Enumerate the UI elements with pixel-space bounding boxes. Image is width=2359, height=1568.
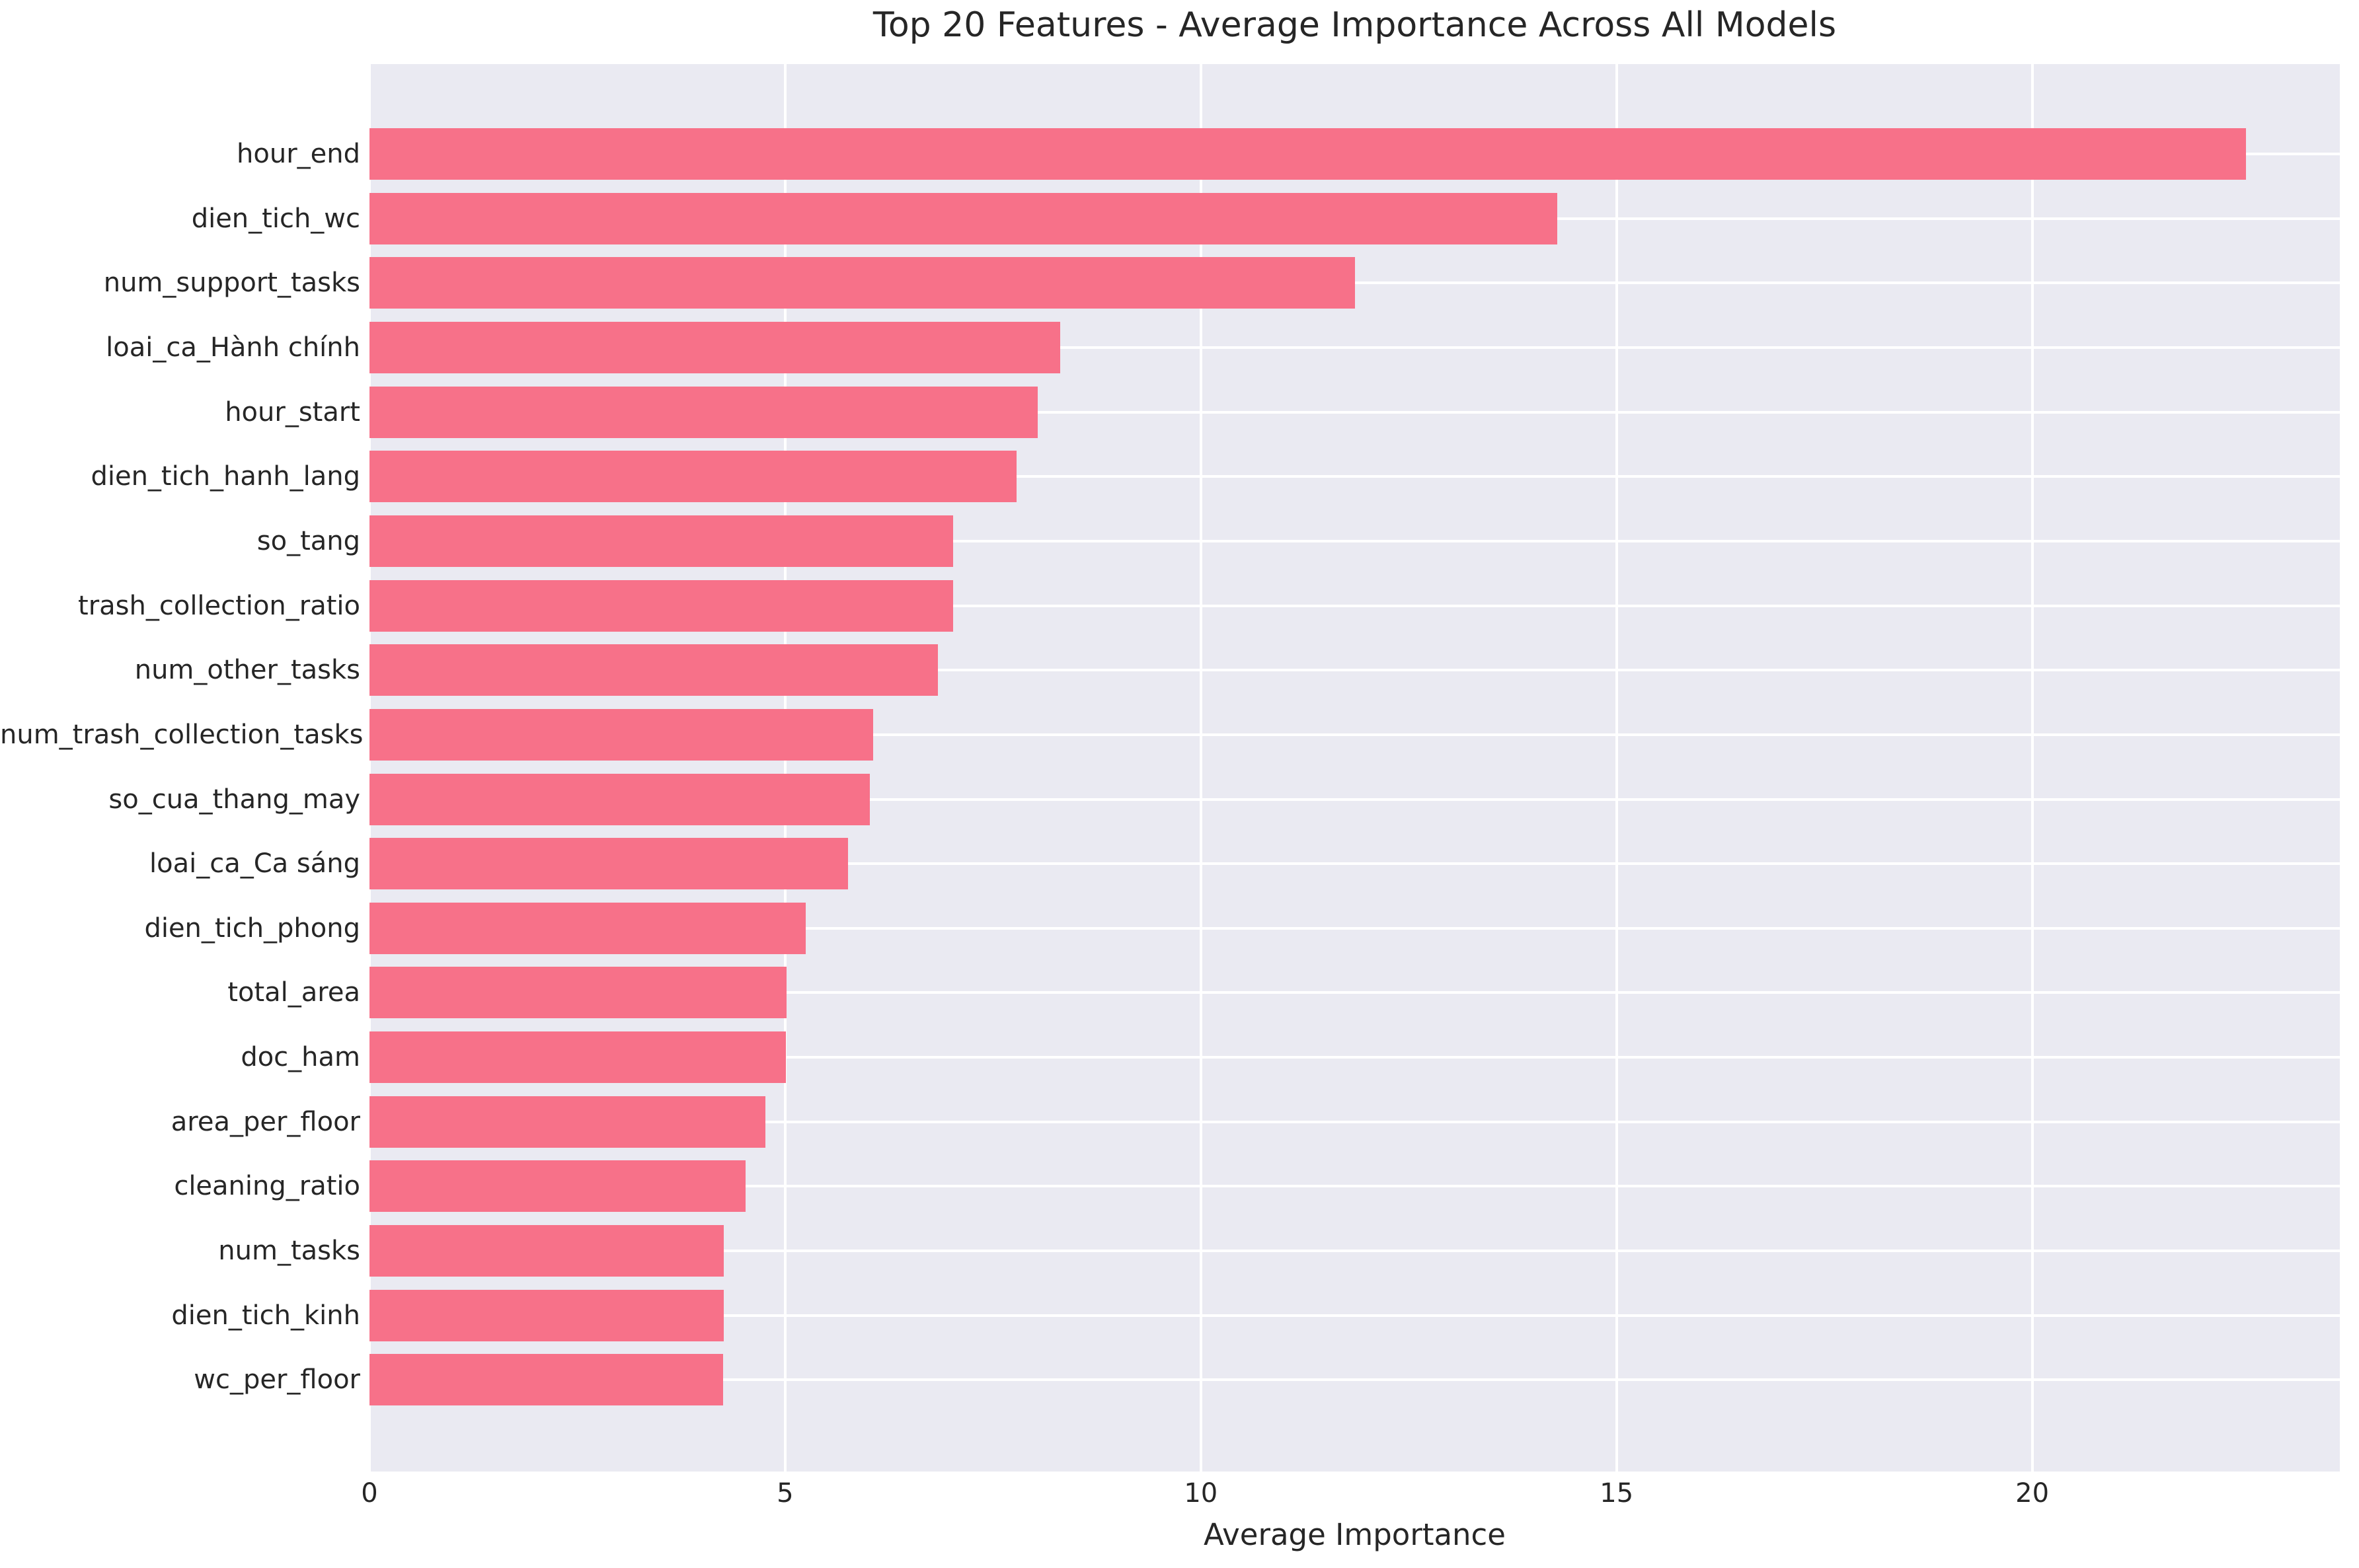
bar-loai_ca_Hành chính bbox=[369, 321, 1061, 373]
y-tick-label: num_tasks bbox=[218, 1236, 360, 1267]
bar-so_tang bbox=[369, 515, 953, 567]
gridline-horizontal bbox=[369, 862, 2340, 866]
bar-dien_tich_phong bbox=[369, 902, 806, 954]
y-tick-label: so_cua_thang_may bbox=[108, 784, 360, 815]
gridline-horizontal bbox=[369, 1185, 2340, 1188]
y-tick-label: area_per_floor bbox=[171, 1106, 360, 1137]
bar-area_per_floor bbox=[369, 1096, 765, 1148]
y-tick-label: wc_per_floor bbox=[194, 1364, 360, 1396]
gridline-horizontal bbox=[369, 604, 2340, 607]
plot-area bbox=[369, 64, 2340, 1472]
gridline-vertical bbox=[2030, 64, 2034, 1472]
x-tick-label: 20 bbox=[2015, 1478, 2050, 1509]
gridline-vertical bbox=[783, 64, 787, 1472]
y-tick-label: cleaning_ratio bbox=[174, 1171, 360, 1202]
gridline-horizontal bbox=[369, 1250, 2340, 1253]
x-tick-label: 15 bbox=[1600, 1478, 1634, 1509]
y-tick-label: hour_end bbox=[237, 139, 360, 169]
bar-trash_collection_ratio bbox=[369, 579, 953, 632]
bar-total_area bbox=[369, 967, 787, 1019]
y-tick-label: hour_start bbox=[225, 396, 360, 428]
gridline-vertical bbox=[1615, 64, 1618, 1472]
gridline-horizontal bbox=[369, 539, 2340, 542]
bar-num_other_tasks bbox=[369, 644, 939, 696]
bar-wc_per_floor bbox=[369, 1354, 723, 1406]
y-tick-label: doc_ham bbox=[241, 1042, 360, 1073]
gridline-horizontal bbox=[369, 475, 2340, 478]
bar-num_support_tasks bbox=[369, 257, 1355, 309]
y-tick-label: loai_ca_Ca sáng bbox=[149, 848, 360, 879]
gridline-horizontal bbox=[369, 669, 2340, 672]
y-tick-label: num_other_tasks bbox=[134, 655, 360, 686]
x-tick-label: 10 bbox=[1184, 1478, 1218, 1509]
chart-title: Top 20 Features - Average Importance Acr… bbox=[872, 5, 1837, 45]
y-tick-label: so_tang bbox=[256, 525, 360, 556]
bar-dien_tich_kinh bbox=[369, 1289, 724, 1341]
gridline-horizontal bbox=[369, 1056, 2340, 1059]
gridline-horizontal bbox=[369, 991, 2340, 994]
gridline-horizontal bbox=[369, 1378, 2340, 1382]
y-tick-label: dien_tich_hanh_lang bbox=[91, 461, 360, 492]
gridline-horizontal bbox=[369, 733, 2340, 736]
bar-doc_ham bbox=[369, 1031, 787, 1084]
bar-num_trash_collection_tasks bbox=[369, 708, 874, 761]
bar-hour_start bbox=[369, 386, 1038, 438]
gridline-horizontal bbox=[369, 1314, 2340, 1317]
y-tick-label: total_area bbox=[227, 977, 360, 1008]
y-tick-label: dien_tich_kinh bbox=[171, 1300, 360, 1331]
x-tick-label: 5 bbox=[777, 1478, 794, 1509]
bar-so_cua_thang_may bbox=[369, 773, 870, 825]
x-axis-label: Average Importance bbox=[1204, 1517, 1506, 1552]
y-tick-label: trash_collection_ratio bbox=[78, 590, 360, 621]
y-tick-label: num_trash_collection_tasks bbox=[0, 719, 364, 750]
gridline-horizontal bbox=[369, 281, 2340, 285]
bar-num_tasks bbox=[369, 1225, 724, 1277]
gridline-horizontal bbox=[369, 798, 2340, 801]
y-tick-label: num_support_tasks bbox=[103, 268, 360, 299]
gridline-horizontal bbox=[369, 926, 2340, 930]
x-tick-label: 0 bbox=[361, 1478, 378, 1509]
gridline-horizontal bbox=[369, 1120, 2340, 1123]
gridline-horizontal bbox=[369, 346, 2340, 349]
gridline-vertical bbox=[369, 64, 371, 1472]
bar-cleaning_ratio bbox=[369, 1160, 746, 1213]
y-tick-label: dien_tich_phong bbox=[144, 913, 360, 944]
bar-dien_tich_hanh_lang bbox=[369, 451, 1017, 503]
bar-dien_tich_wc bbox=[369, 192, 1558, 244]
gridline-horizontal bbox=[369, 410, 2340, 414]
gridline-vertical bbox=[1199, 64, 1202, 1472]
bar-hour_end bbox=[369, 128, 2246, 180]
bar-loai_ca_Ca sáng bbox=[369, 838, 849, 890]
y-tick-label: loai_ca_Hành chính bbox=[106, 332, 360, 363]
y-tick-label: dien_tich_wc bbox=[191, 203, 360, 234]
